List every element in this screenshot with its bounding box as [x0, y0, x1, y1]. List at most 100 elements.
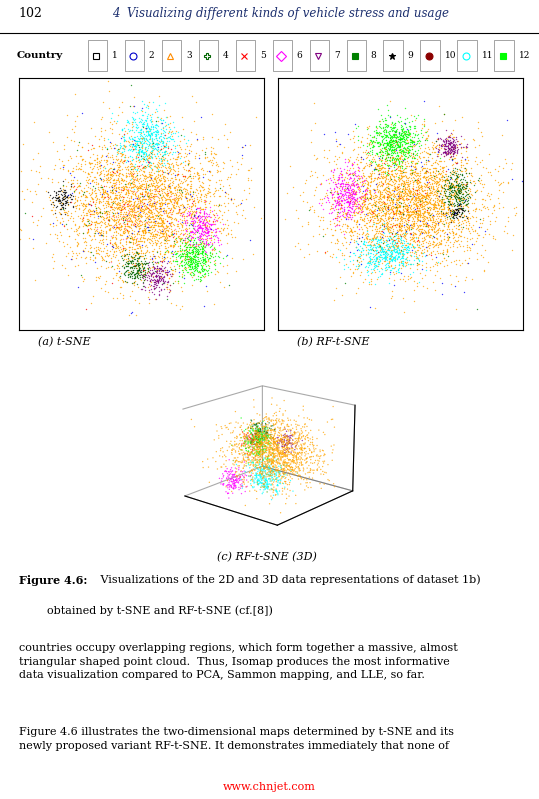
Point — [476, 173, 485, 186]
Point — [183, 165, 192, 177]
Point — [369, 244, 377, 256]
Point — [372, 195, 381, 208]
Point — [119, 131, 128, 144]
Point — [363, 238, 372, 251]
Point — [99, 173, 107, 185]
Point — [388, 240, 396, 252]
Point — [386, 122, 395, 135]
Point — [431, 135, 440, 148]
Point — [72, 143, 81, 156]
Point — [374, 196, 382, 209]
Point — [60, 202, 69, 215]
Point — [349, 196, 358, 209]
Point — [433, 212, 442, 225]
Point — [439, 214, 447, 227]
Point — [403, 203, 411, 216]
Point — [395, 187, 403, 200]
Point — [206, 222, 215, 235]
Point — [426, 237, 434, 249]
Point — [161, 181, 169, 194]
Point — [201, 240, 210, 253]
Point — [64, 205, 72, 217]
Point — [186, 203, 195, 216]
Point — [126, 260, 134, 273]
Point — [521, 235, 529, 248]
Point — [371, 302, 379, 315]
Point — [157, 270, 165, 283]
Point — [184, 252, 192, 265]
Point — [375, 152, 384, 165]
Point — [386, 151, 395, 164]
Point — [175, 265, 183, 278]
Point — [190, 194, 198, 207]
Point — [376, 142, 384, 155]
Point — [120, 248, 128, 260]
Point — [454, 203, 463, 216]
Point — [329, 294, 338, 307]
Point — [132, 259, 141, 272]
Point — [166, 211, 175, 224]
Point — [103, 246, 112, 259]
Point — [195, 218, 204, 231]
Point — [106, 200, 114, 213]
Point — [177, 129, 185, 141]
Point — [360, 179, 369, 192]
Point — [143, 201, 151, 214]
Point — [199, 238, 208, 251]
Point — [138, 168, 147, 181]
Point — [85, 195, 94, 208]
Point — [381, 185, 389, 198]
Point — [153, 171, 162, 184]
Point — [351, 197, 360, 209]
Point — [434, 185, 443, 197]
Point — [118, 200, 126, 213]
Point — [419, 230, 428, 243]
Point — [152, 190, 161, 203]
Point — [386, 255, 395, 268]
Point — [144, 226, 153, 239]
Point — [170, 181, 178, 193]
Point — [412, 202, 421, 215]
Point — [391, 163, 400, 176]
Point — [409, 240, 417, 252]
Point — [363, 264, 372, 277]
Point — [180, 155, 189, 168]
Point — [345, 205, 354, 217]
Point — [316, 198, 325, 211]
Point — [112, 237, 121, 250]
Point — [457, 209, 466, 222]
Point — [161, 147, 170, 160]
Point — [66, 169, 75, 181]
Point — [153, 181, 161, 193]
Point — [126, 194, 134, 207]
Point — [359, 247, 368, 260]
Point — [338, 175, 347, 188]
Point — [140, 220, 149, 233]
Point — [197, 245, 206, 258]
Point — [377, 244, 386, 256]
Point — [149, 137, 157, 149]
Point — [96, 190, 105, 203]
Point — [105, 208, 114, 221]
Point — [128, 181, 136, 194]
Point — [427, 201, 436, 214]
Point — [371, 189, 380, 201]
Point — [171, 156, 180, 169]
Point — [185, 233, 194, 246]
Point — [321, 195, 330, 208]
Point — [142, 119, 150, 132]
Point — [375, 251, 384, 264]
Point — [402, 199, 411, 212]
Point — [364, 244, 373, 256]
Point — [143, 99, 152, 112]
Point — [91, 198, 100, 211]
Point — [166, 205, 175, 218]
Point — [460, 199, 469, 212]
Point — [429, 161, 437, 174]
Point — [197, 210, 206, 223]
Point — [439, 252, 448, 264]
Point — [154, 220, 163, 233]
Point — [398, 153, 407, 166]
Point — [359, 189, 368, 202]
Point — [400, 153, 409, 165]
